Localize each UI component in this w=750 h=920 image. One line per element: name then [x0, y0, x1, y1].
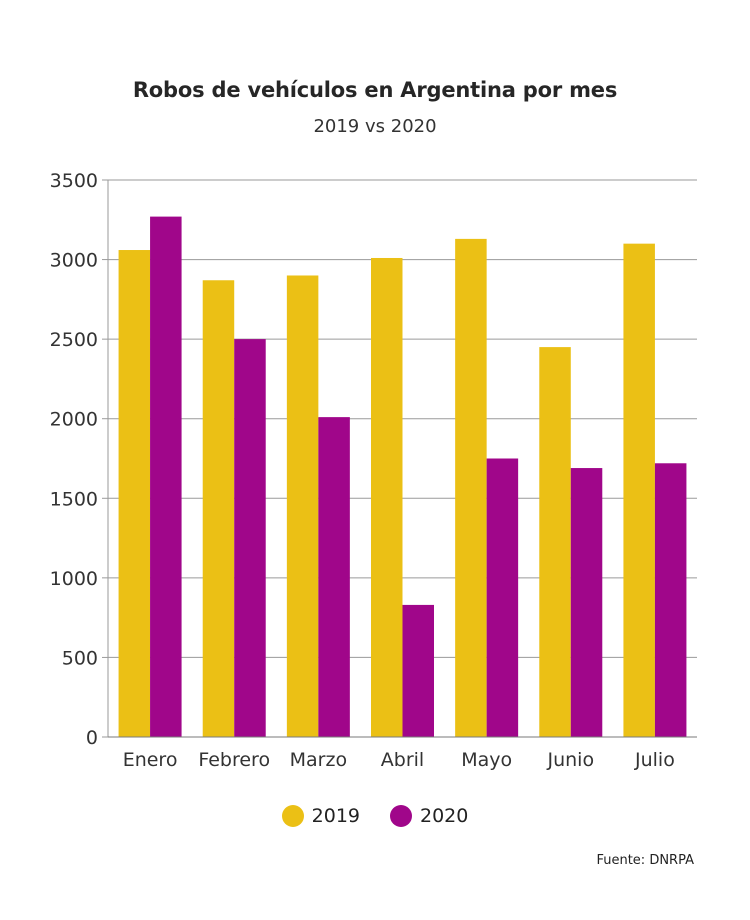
y-tick-label: 500: [62, 647, 98, 669]
bar-2020-febrero[interactable]: [234, 339, 266, 737]
bar-2020-julio[interactable]: [654, 463, 687, 737]
bar-2019-junio[interactable]: [539, 347, 571, 737]
bar-2019-mayo[interactable]: [455, 238, 487, 737]
x-axis-ticks: Enero Febrero Marzo Abril Mayo Junio Julio: [123, 749, 675, 771]
legend-swatch-2019: [281, 805, 304, 827]
x-tick-label: Marzo: [290, 749, 347, 771]
bar-2019-febrero[interactable]: [202, 280, 235, 737]
bar-2020-abril[interactable]: [402, 604, 435, 737]
source-note: Fuente: DNRPA: [596, 853, 694, 868]
bar-2020-junio[interactable]: [570, 468, 603, 737]
y-axis-ticks: 0 500 1000 1500 2000 2500 3000 3500: [50, 170, 108, 749]
y-tick-label: 2500: [50, 329, 98, 351]
bar-2019-julio[interactable]: [623, 243, 655, 737]
x-tick-label: Febrero: [198, 749, 270, 771]
y-tick-label: 1000: [50, 568, 98, 590]
legend-item-2019[interactable]: 2019: [281, 805, 360, 827]
bar-2019-marzo[interactable]: [286, 275, 319, 737]
x-tick-label: Abril: [381, 749, 424, 771]
bar-2019-enero[interactable]: [118, 250, 151, 737]
bars: [118, 216, 687, 738]
bar-2020-marzo[interactable]: [318, 417, 350, 737]
legend: 2019 2020: [0, 805, 750, 827]
bar-2020-enero[interactable]: [150, 216, 182, 738]
y-tick-label: 1500: [50, 488, 98, 510]
x-tick-label: Junio: [546, 749, 594, 771]
x-tick-label: Enero: [123, 749, 178, 771]
y-tick-label: 2000: [50, 409, 98, 431]
y-tick-label: 0: [86, 727, 98, 749]
y-tick-label: 3000: [50, 250, 98, 272]
legend-swatch-2020: [390, 805, 412, 827]
legend-item-2020[interactable]: 2020: [390, 805, 468, 827]
bar-2020-mayo[interactable]: [486, 458, 519, 738]
legend-label-2020: 2020: [420, 805, 469, 827]
x-tick-label: Julio: [634, 749, 675, 771]
chart-subtitle: 2019 vs 2020: [313, 116, 437, 137]
legend-label-2019: 2019: [311, 805, 360, 827]
y-tick-label: 3500: [50, 170, 98, 192]
axes: [107, 180, 697, 738]
x-tick-label: Mayo: [461, 749, 512, 771]
bar-2019-abril[interactable]: [371, 257, 403, 737]
chart-title: Robos de vehículos en Argentina por mes: [132, 78, 618, 102]
